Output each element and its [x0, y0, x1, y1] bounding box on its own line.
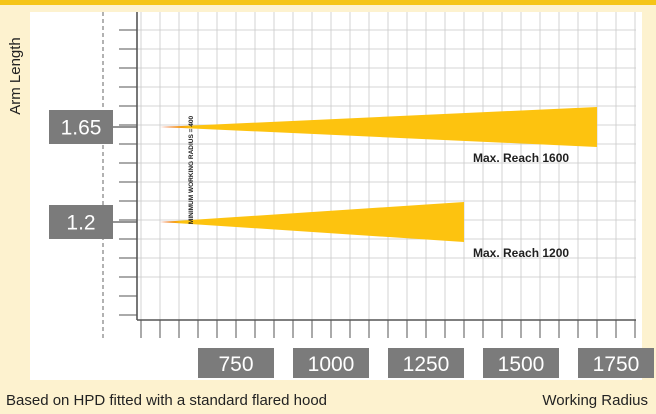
reach-bar	[160, 202, 464, 242]
grid-lines	[137, 12, 636, 320]
x-tick-box	[578, 348, 654, 378]
reach-label: Max. Reach 1600	[473, 151, 569, 165]
x-axis-label: Working Radius	[542, 392, 648, 409]
y-tick-label: 1.65	[61, 117, 102, 140]
reach-label: Max. Reach 1200	[473, 246, 569, 260]
footnote: Based on HPD fitted with a standard flar…	[6, 392, 327, 409]
plot-background	[30, 12, 642, 380]
x-tick-box	[293, 348, 369, 378]
x-tick-label: 1750	[593, 353, 640, 376]
top-border	[0, 0, 656, 5]
bars-group: Max. Reach 1600 Max. Reach 1200	[160, 107, 597, 260]
x-tick-label: 1000	[308, 353, 355, 376]
x-tick-box	[198, 348, 274, 378]
x-tick-label: 1250	[403, 353, 450, 376]
x-tick-box	[388, 348, 464, 378]
minimum-radius-label: MINIMUM WORKING RADIUS = 400	[188, 116, 195, 225]
x-tick-box	[483, 348, 559, 378]
x-tick-label: 1500	[498, 353, 545, 376]
reach-bar	[160, 107, 597, 147]
tick-labels: 1.65 1.2 750 1000 1250 1500 1750	[49, 110, 654, 378]
axes	[102, 12, 636, 338]
y-tick-label: 1.2	[66, 212, 95, 235]
x-tick-label: 750	[218, 353, 253, 376]
y-axis-label: Arm Length	[7, 37, 24, 115]
y-tick-box	[49, 205, 113, 239]
y-tick-box	[49, 110, 113, 144]
